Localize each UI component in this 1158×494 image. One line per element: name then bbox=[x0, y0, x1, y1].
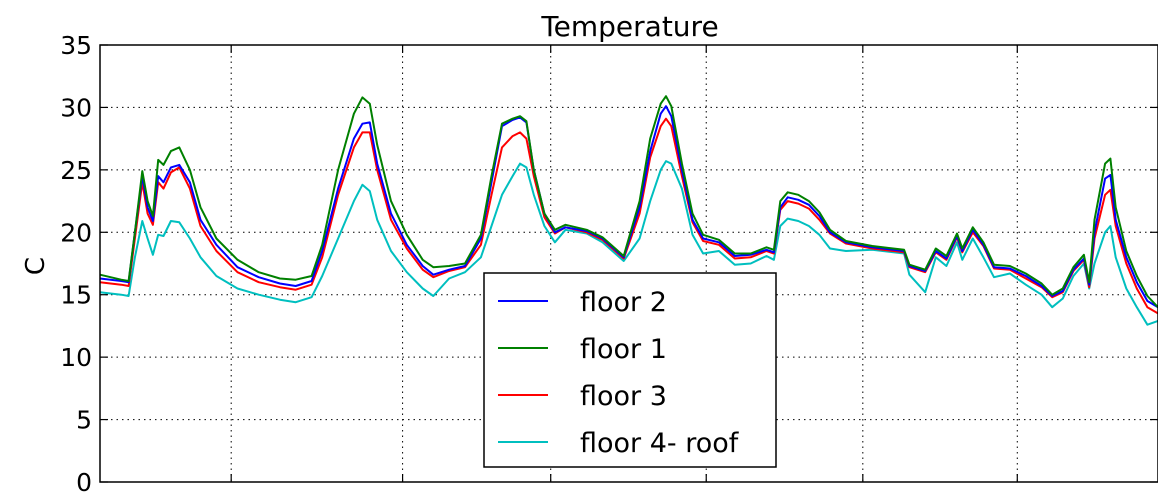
plot-frame bbox=[99, 44, 1158, 483]
y-tick-label: 15 bbox=[60, 281, 92, 310]
series-line-floor-4-roof bbox=[99, 160, 1158, 326]
y-axis-label: C bbox=[21, 257, 51, 275]
chart-title: Temperature bbox=[540, 10, 718, 43]
series-line-floor-2 bbox=[99, 105, 1158, 309]
legend-label: floor 4- roof bbox=[580, 428, 740, 459]
legend-box bbox=[483, 272, 777, 468]
y-tick-label: 25 bbox=[60, 156, 92, 185]
series-line-floor-1 bbox=[99, 95, 1158, 308]
y-tick-label: 10 bbox=[60, 343, 92, 372]
legend-label: floor 3 bbox=[580, 381, 667, 412]
x-ticks bbox=[230, 45, 1018, 482]
y-tick-label: 0 bbox=[76, 468, 92, 494]
legend-label: floor 1 bbox=[580, 334, 667, 365]
legend-label: floor 2 bbox=[580, 287, 667, 318]
legend: floor 2 floor 1 floor 3 floor 4- roof bbox=[483, 272, 777, 468]
y-tick-label: 35 bbox=[60, 31, 92, 60]
y-tick-label: 20 bbox=[60, 218, 92, 247]
y-tick-label: 30 bbox=[60, 93, 92, 122]
series-lines bbox=[99, 95, 1158, 326]
series-line-floor-3 bbox=[99, 117, 1158, 315]
y-tick-label: 5 bbox=[76, 406, 92, 435]
